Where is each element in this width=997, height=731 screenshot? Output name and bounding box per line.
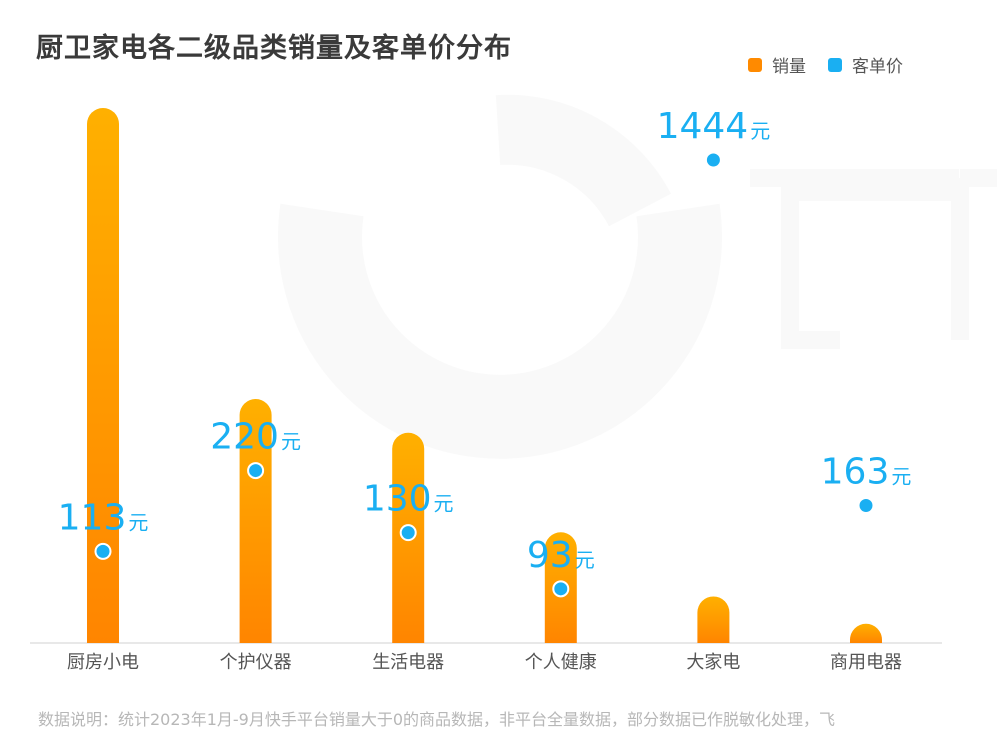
legend: 销量 客单价 bbox=[748, 52, 903, 77]
price-label-6: 163 元 bbox=[821, 452, 912, 493]
data-note: 数据说明：统计2023年1月-9月快手平台销量大于0的商品数据，非平台全量数据，… bbox=[38, 710, 836, 729]
price-point-6[interactable] bbox=[857, 497, 875, 515]
bar-6[interactable] bbox=[850, 623, 882, 643]
price-label-5: 1444 元 bbox=[657, 106, 771, 147]
legend-label-sales: 销量 bbox=[772, 57, 806, 77]
bar-1[interactable] bbox=[87, 108, 119, 643]
category-label: 大家电 bbox=[686, 652, 740, 673]
legend-item-sales[interactable]: 销量 bbox=[748, 52, 806, 77]
legend-swatch-sales bbox=[748, 57, 762, 72]
chart-title: 厨卫家电各二级品类销量及客单价分布 bbox=[36, 33, 512, 64]
bar-5[interactable] bbox=[697, 596, 730, 643]
price-label-3: 130 元 bbox=[363, 479, 454, 520]
category-label: 个护仪器 bbox=[220, 652, 292, 673]
price-point-2[interactable] bbox=[247, 462, 265, 480]
category-label: 厨房小电 bbox=[67, 652, 139, 673]
legend-label-price: 客单价 bbox=[852, 57, 903, 77]
watermark-logo bbox=[278, 94, 997, 459]
price-point-4[interactable] bbox=[552, 580, 570, 598]
category-label: 个人健康 bbox=[525, 652, 597, 673]
legend-swatch-price bbox=[828, 57, 842, 72]
bar-2[interactable] bbox=[239, 399, 272, 643]
price-point-1[interactable] bbox=[94, 542, 112, 560]
price-label-1: 113 元 bbox=[58, 497, 149, 538]
price-point-3[interactable] bbox=[399, 524, 417, 542]
category-label: 商用电器 bbox=[830, 652, 902, 673]
price-point-5[interactable] bbox=[704, 151, 722, 169]
legend-item-price[interactable]: 客单价 bbox=[828, 52, 903, 77]
price-label-4: 93 元 bbox=[527, 535, 595, 576]
category-label: 生活电器 bbox=[372, 652, 444, 673]
price-label-2: 220 元 bbox=[210, 417, 301, 458]
